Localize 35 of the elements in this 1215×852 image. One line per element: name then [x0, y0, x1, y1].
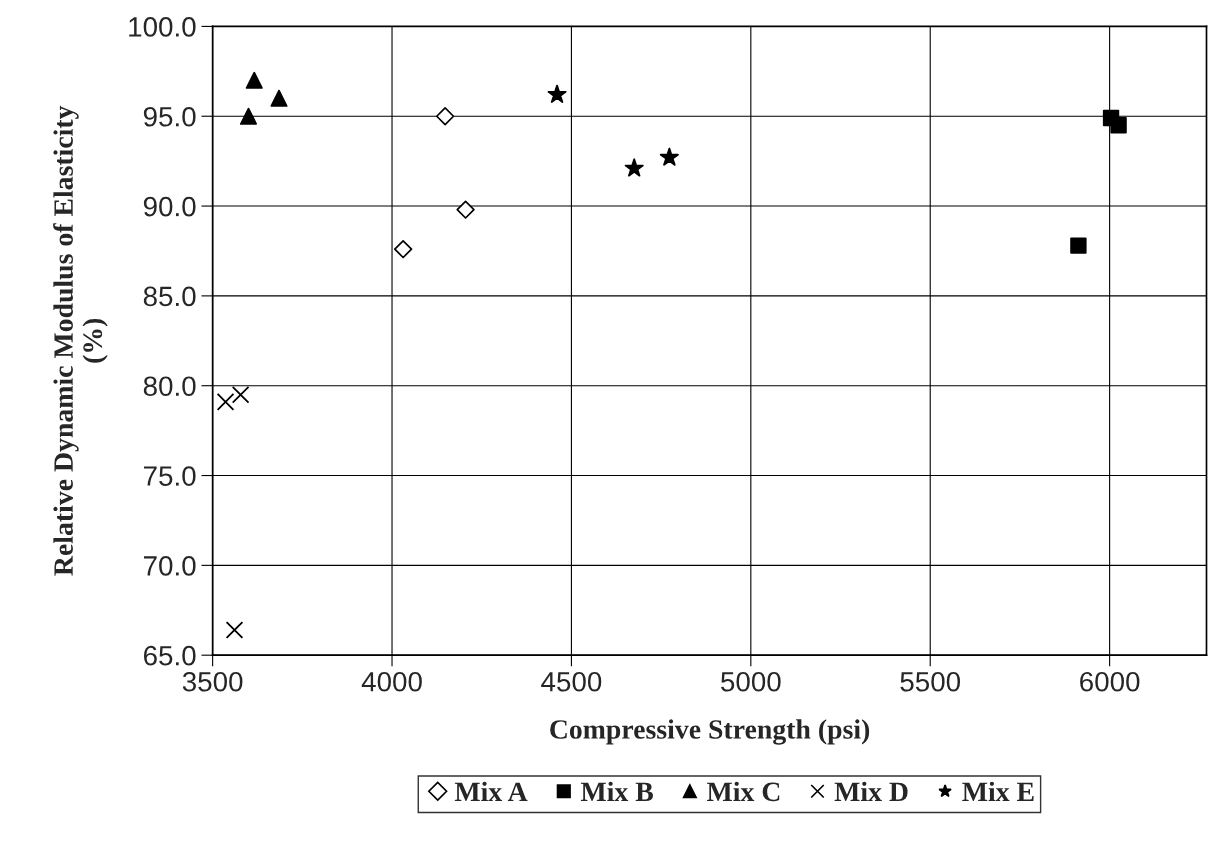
x-tick-label: 3500: [182, 671, 243, 692]
legend-label: Mix D: [834, 781, 908, 802]
y-tick-label: 75.0: [144, 466, 196, 486]
legend-label: Mix B: [580, 781, 653, 802]
point: [1110, 117, 1127, 134]
point: [547, 84, 567, 103]
y-tick-label: 80.0: [143, 376, 196, 397]
point: [435, 107, 455, 126]
y-tick-label: 70.0: [144, 556, 196, 576]
legend-label: Mix C: [707, 781, 780, 802]
y-tick-label: 65.0: [144, 645, 196, 666]
point: [1070, 237, 1087, 254]
legend-label: Mix A: [454, 781, 528, 801]
y-tick-label: 95.0: [143, 106, 196, 127]
legend-label: Mix E: [962, 781, 1034, 801]
point: [456, 200, 475, 219]
x-tick-label: 5500: [900, 671, 961, 692]
x-tick-label: 6000: [1080, 671, 1140, 692]
point: [245, 71, 263, 89]
point: [659, 147, 679, 166]
point: [624, 158, 644, 177]
point: [393, 240, 413, 259]
x-axis-title: Compressive Strength (psi): [550, 719, 870, 745]
x-tick-label: 5000: [721, 671, 781, 692]
x-tick-label: 4500: [541, 671, 602, 692]
point: [225, 621, 244, 639]
x-tick-label: 4000: [361, 671, 422, 692]
y-tick-label: 90.0: [143, 196, 196, 217]
point: [270, 89, 288, 107]
point: [239, 107, 258, 125]
point: [216, 393, 235, 411]
y-tick-label: 85.0: [143, 286, 196, 307]
y-tick-label: 100.0: [129, 17, 196, 37]
y-axis-title: Relative Dynamic Modulus of Elasticity (%): [53, 105, 108, 576]
point: [231, 385, 250, 404]
